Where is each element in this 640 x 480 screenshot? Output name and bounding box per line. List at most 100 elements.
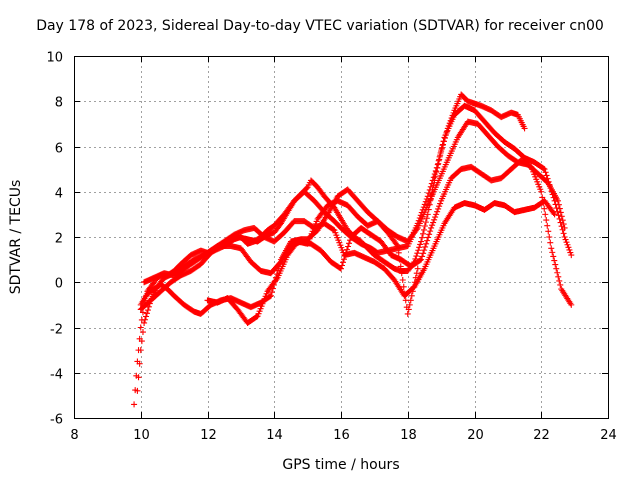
data-point [431,216,438,223]
data-point [568,301,575,308]
data-point [141,319,148,326]
data-point [540,165,547,172]
data-point [521,125,528,132]
data-point [419,253,426,260]
data-point [551,211,558,218]
data-point [407,297,414,304]
chart-title: Day 178 of 2023, Sidereal Day-to-day VTE… [36,18,604,34]
data-point [143,310,150,317]
data-point [393,241,400,248]
data-point [563,239,570,246]
data-point [142,313,149,320]
data-point [415,247,422,254]
data-point [561,224,568,231]
data-point [413,270,420,277]
data-point [404,310,411,317]
data-point [562,236,569,243]
x-tick-label: 22 [533,428,550,443]
x-tick-label: 20 [467,428,484,443]
data-point [421,201,428,208]
data-point [541,205,548,212]
data-point [413,253,420,260]
data-point [557,281,564,288]
data-point [432,214,439,221]
y-tick-label: 6 [55,142,63,157]
data-point [134,387,141,394]
data-point [412,274,419,281]
data-point [423,240,430,247]
data-point [561,234,568,240]
data-point [414,250,421,257]
data-point [428,180,435,187]
data-point [144,307,151,314]
data-point [559,217,566,224]
data-point [437,149,444,156]
data-point [428,224,435,231]
data-point [416,244,423,251]
series-track-1 [131,91,528,408]
data-point [411,279,418,286]
data-point [566,246,573,253]
data-point [330,226,337,233]
data-point [253,313,260,320]
data-point [418,256,425,263]
y-tick-label: -4 [50,368,63,383]
data-point [398,270,405,277]
data-point [554,197,561,204]
data-point [546,234,553,240]
data-point [139,329,146,336]
data-point [543,217,550,224]
data-point [564,241,571,248]
data-point [422,198,429,205]
data-point [137,324,144,331]
data-point [560,221,567,228]
data-point [435,205,442,212]
x-axis-label: GPS time / hours [282,457,400,473]
data-point [418,238,425,245]
data-point [555,201,562,208]
data-point [401,290,408,297]
y-tick-label: 0 [55,277,63,292]
data-point [346,240,353,247]
x-tick-label: 16 [333,428,350,443]
data-point [527,163,534,170]
data-point [434,208,441,215]
data-point [414,265,421,272]
x-tick-label: 18 [400,428,417,443]
data-point [554,208,561,215]
data-point [556,205,563,212]
data-point [436,153,443,160]
y-tick-label: -2 [50,323,63,338]
data-point [268,289,275,296]
data-point [557,209,564,216]
data-point [420,250,427,257]
data-point [550,210,557,217]
data-point [420,230,427,237]
data-point [421,223,428,230]
data-point [560,230,567,237]
data-point [142,316,149,323]
data-point [131,401,138,408]
data-point [419,234,426,241]
data-point [543,172,550,179]
data-point [425,234,432,241]
data-point [427,183,434,190]
data-point [432,167,439,174]
data-point [340,259,347,266]
data-point [553,265,560,272]
data-point [431,171,438,178]
data-point [424,237,431,244]
series-track-5 [141,197,558,299]
data-point [538,188,545,195]
data-point [425,190,432,197]
data-point [567,249,574,256]
data-point [550,253,557,260]
data-point [429,222,436,229]
data-point [547,239,554,246]
data-point [433,164,440,171]
data-point [400,283,407,290]
y-axis-label: SDTVAR / TECUs [8,179,24,295]
data-point [548,245,555,252]
